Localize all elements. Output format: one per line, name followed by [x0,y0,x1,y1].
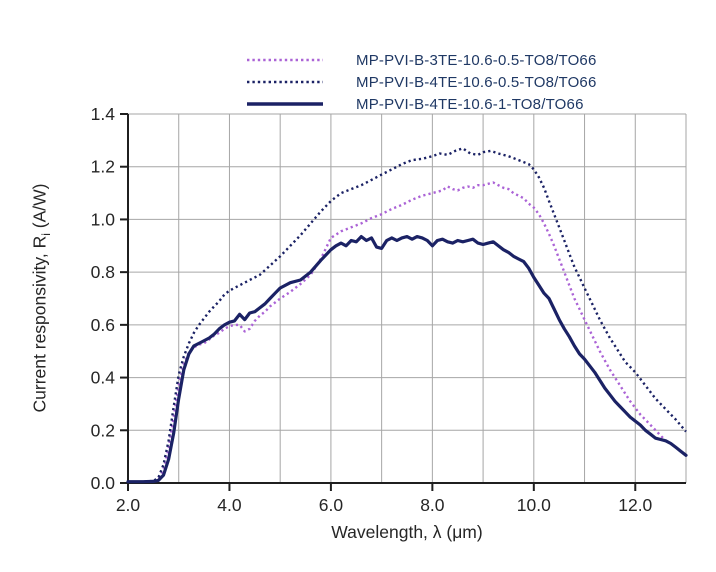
legend-swatch-navy-dotted [247,80,323,84]
legend-item-4te-1: MP-PVI-B-4TE-10.6-1-TO8/TO66 [246,93,597,115]
legend-label: MP-PVI-B-3TE-10.6-0.5-TO8/TO66 [356,51,597,69]
x-tick-label: 10.0 [517,495,551,515]
x-tick-label: 12.0 [618,495,652,515]
y-tick-label: 1.0 [91,209,116,229]
legend-swatch-violet-dotted [247,58,323,62]
x-axis-title: Wavelength, λ (μm) [331,522,483,542]
legend-swatch-navy-solid [247,102,323,106]
legend-label: MP-PVI-B-4TE-10.6-1-TO8/TO66 [356,95,584,113]
legend-item-4te-0_5: MP-PVI-B-4TE-10.6-0.5-TO8/TO66 [246,71,597,93]
legend-label: MP-PVI-B-4TE-10.6-0.5-TO8/TO66 [356,73,597,91]
x-tick-label: 6.0 [319,495,344,515]
x-tick-label: 8.0 [420,495,445,515]
x-tick-label: 4.0 [217,495,242,515]
y-tick-label: 0.2 [91,420,115,440]
x-tick-label: 2.0 [116,495,141,515]
series-line-1 [128,147,687,483]
y-tick-label: 1.2 [91,157,115,177]
y-axis-title: Current responsivity, Ri (A/W) [29,183,53,413]
series-line-2 [126,235,688,484]
y-tick-label: 0.0 [91,473,116,493]
y-tick-label: 1.4 [91,104,116,124]
chart-legend: MP-PVI-B-3TE-10.6-0.5-TO8/TO66 MP-PVI-B-… [246,49,597,115]
series-line-0 [128,181,665,483]
y-tick-label: 0.6 [91,315,115,335]
y-tick-label: 0.8 [91,262,115,282]
legend-item-3te-0_5: MP-PVI-B-3TE-10.6-0.5-TO8/TO66 [246,49,597,71]
y-tick-label: 0.4 [91,368,116,388]
